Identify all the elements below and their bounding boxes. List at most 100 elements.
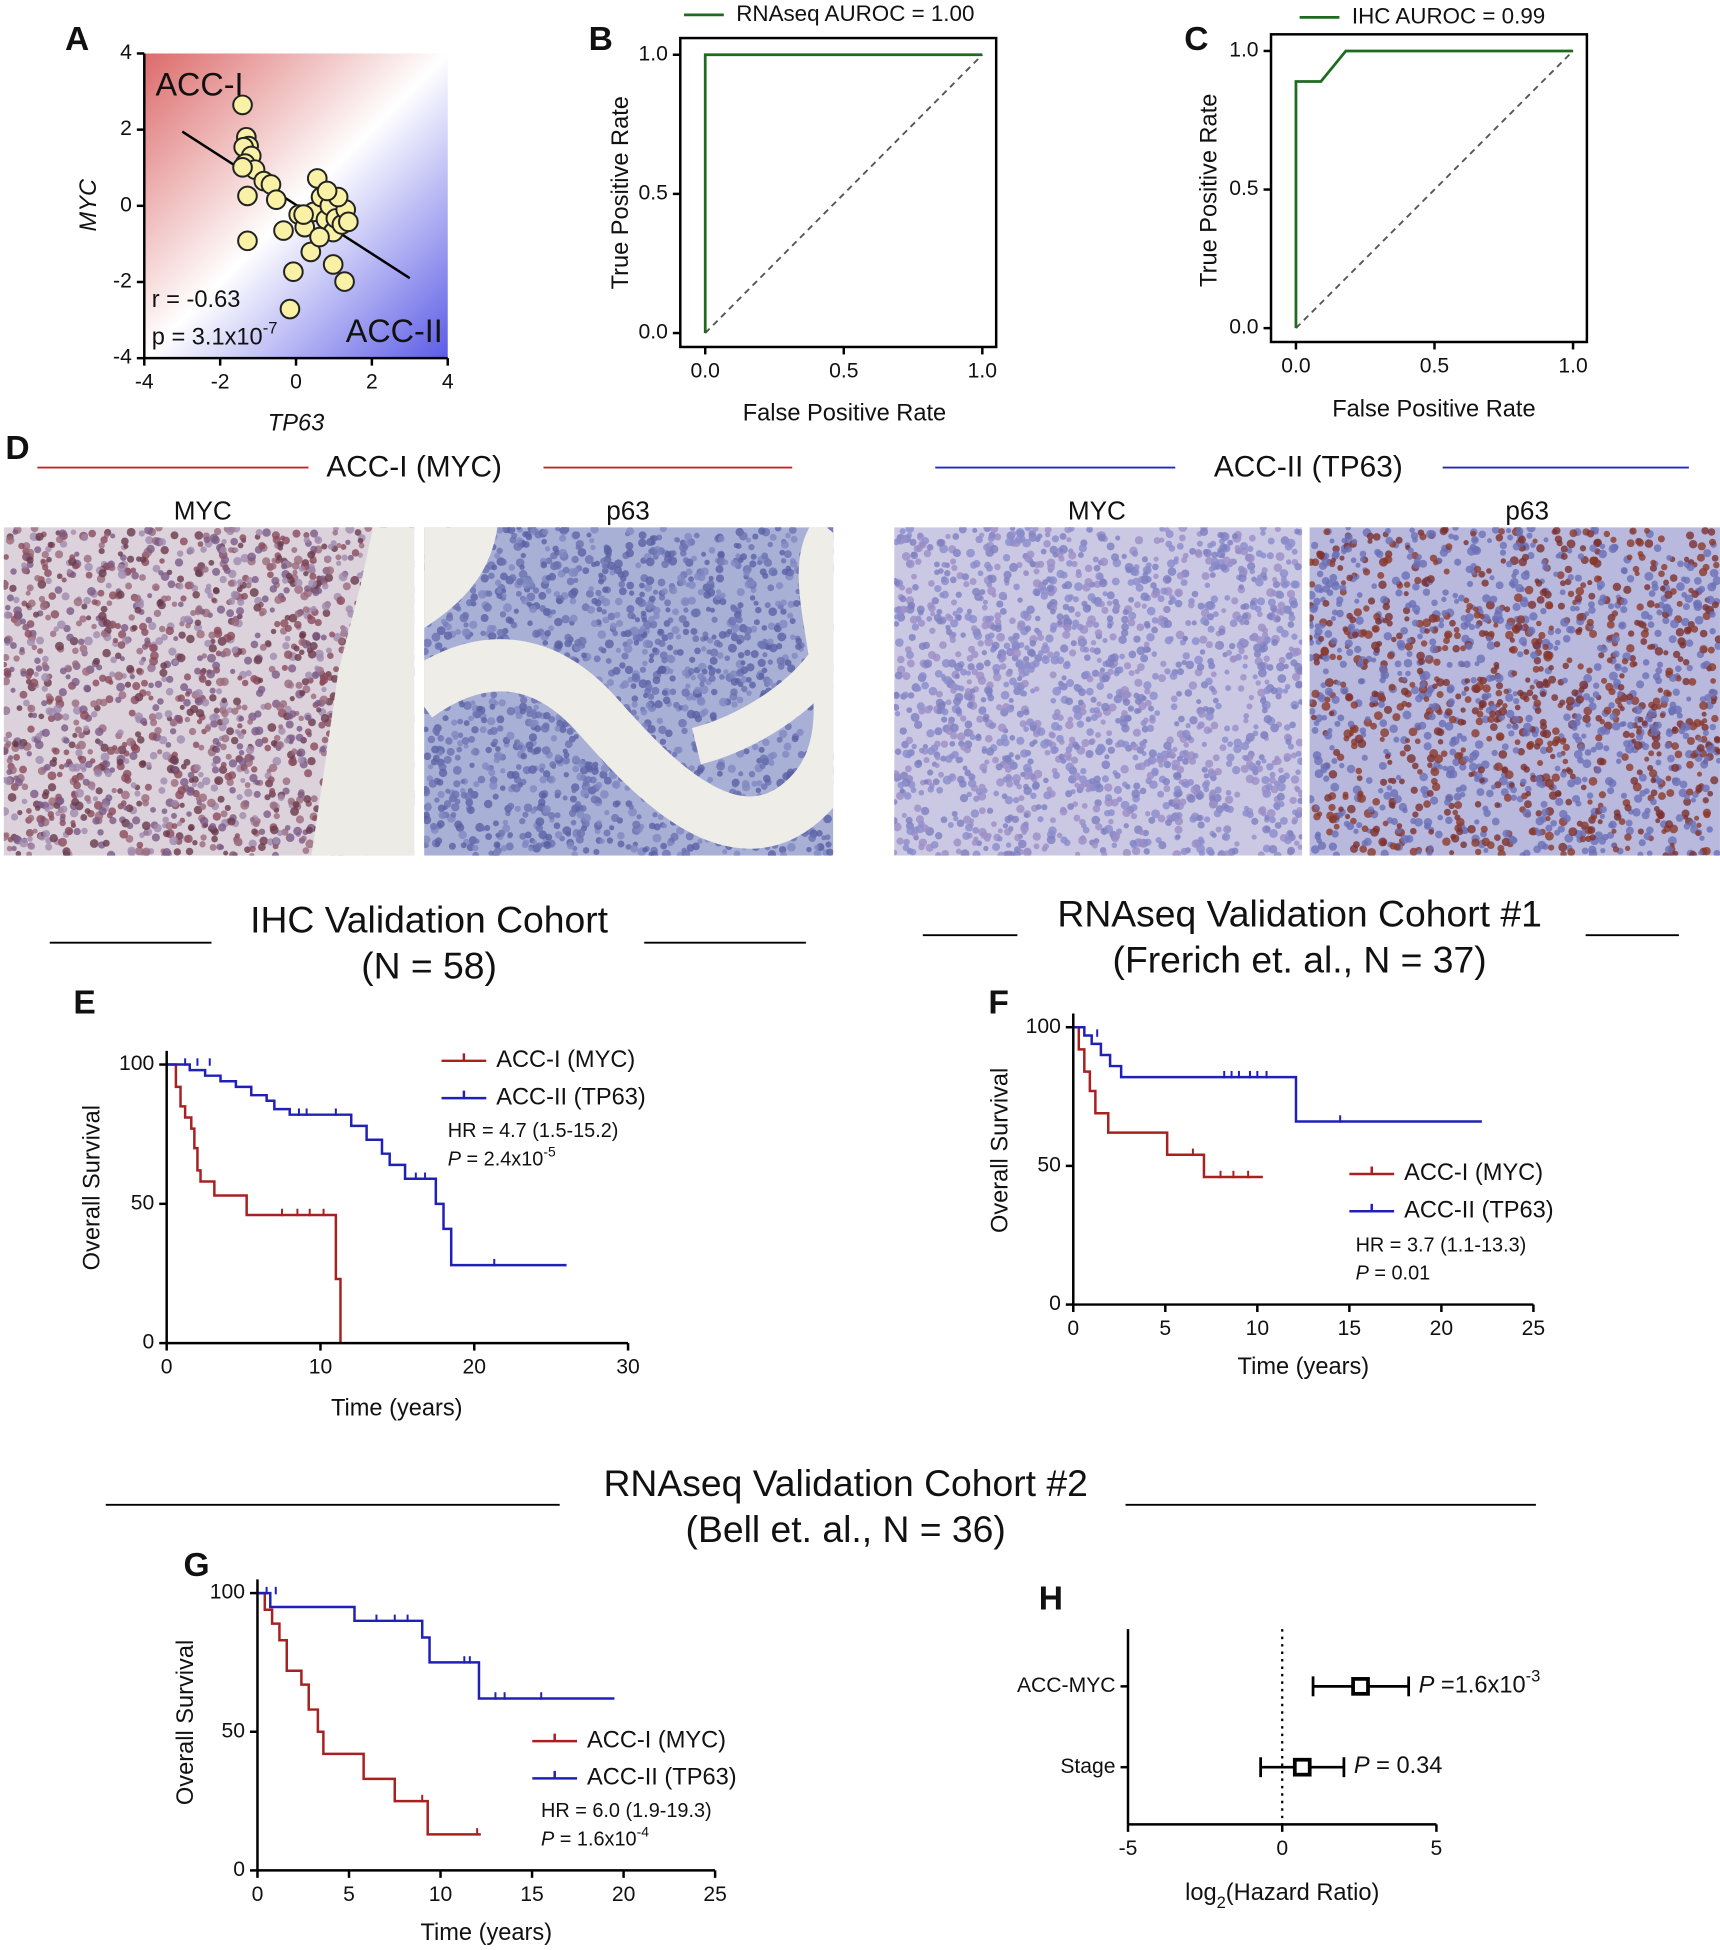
cell-nucleus	[166, 742, 172, 748]
cell-nucleus	[1093, 557, 1099, 563]
cell-nucleus	[1198, 603, 1205, 610]
cell-nucleus	[1011, 531, 1016, 536]
cell-nucleus	[547, 776, 555, 784]
cell-nucleus	[45, 578, 51, 584]
cell-nucleus	[286, 833, 295, 842]
legend-label: IHC AUROC = 0.99	[1352, 3, 1545, 28]
cell-nucleus	[770, 534, 777, 541]
cell-nucleus	[1176, 812, 1183, 819]
cell-nucleus	[1186, 723, 1191, 728]
cell-nucleus	[1140, 654, 1148, 662]
cell-nucleus	[299, 566, 305, 572]
cell-nucleus	[950, 558, 956, 564]
cell-nucleus	[573, 567, 580, 574]
cell-nucleus	[213, 587, 220, 594]
cell-nucleus	[181, 764, 187, 770]
cell-nucleus	[530, 785, 537, 792]
cell-nucleus	[115, 653, 122, 660]
cell-nucleus	[960, 632, 966, 638]
cell-nucleus	[242, 705, 248, 711]
cell-nucleus	[36, 637, 44, 645]
cell-nucleus	[239, 750, 244, 755]
cell-nucleus	[154, 610, 161, 617]
cell-nucleus	[723, 559, 728, 564]
cell-nucleus	[507, 707, 515, 715]
cell-nucleus	[1196, 699, 1201, 704]
cell-nucleus	[137, 736, 145, 744]
cell-nucleus	[470, 700, 475, 705]
cell-nucleus	[148, 682, 154, 688]
cell-nucleus	[1158, 815, 1166, 823]
cell-nucleus	[12, 740, 19, 747]
cell-nucleus	[806, 847, 811, 852]
cell-nucleus	[761, 783, 767, 789]
cell-nucleus	[992, 664, 1001, 673]
cell-nucleus	[454, 821, 462, 829]
cell-nucleus	[604, 810, 609, 815]
cell-nucleus	[236, 794, 242, 800]
cell-nucleus	[685, 684, 690, 689]
cell-nucleus	[991, 821, 997, 827]
cell-nucleus	[1274, 804, 1280, 810]
cell-nucleus	[1222, 833, 1230, 841]
cell-nucleus	[314, 666, 319, 671]
cell-nucleus	[60, 667, 67, 674]
cell-nucleus	[270, 801, 278, 809]
cell-nucleus	[620, 683, 626, 689]
cell-nucleus	[602, 586, 608, 592]
cell-nucleus	[7, 594, 14, 601]
cell-nucleus	[198, 772, 204, 778]
cell-nucleus	[716, 574, 724, 582]
cell-nucleus	[756, 788, 761, 793]
cell-nucleus	[220, 576, 227, 583]
cell-nucleus	[1088, 593, 1096, 601]
cell-nucleus	[84, 795, 91, 802]
cell-nucleus	[262, 557, 270, 565]
cell-nucleus	[959, 525, 967, 533]
cell-nucleus	[655, 700, 663, 708]
cell-nucleus	[671, 626, 679, 634]
cell-nucleus	[522, 581, 530, 589]
cell-nucleus	[171, 800, 178, 807]
cell-nucleus	[702, 631, 708, 637]
cell-nucleus	[195, 697, 203, 705]
stat-label: P = 2.4x10-5	[448, 1143, 556, 1171]
cell-nucleus	[492, 739, 498, 745]
cell-nucleus	[668, 668, 673, 673]
cell-nucleus	[1225, 826, 1230, 831]
cell-nucleus	[276, 741, 283, 748]
cell-nucleus	[564, 772, 569, 777]
cell-nucleus	[994, 564, 1001, 571]
cell-nucleus	[665, 551, 671, 557]
cell-nucleus	[1043, 843, 1049, 849]
cell-nucleus	[118, 551, 123, 556]
cell-nucleus	[606, 658, 612, 664]
cell-nucleus	[364, 524, 372, 532]
cell-nucleus	[19, 839, 28, 848]
cell-nucleus	[41, 673, 50, 682]
cell-nucleus	[668, 617, 674, 623]
cell-nucleus	[327, 652, 334, 659]
cell-nucleus	[776, 582, 783, 589]
panel-letter: H	[1039, 1580, 1063, 1617]
cell-nucleus	[1136, 646, 1145, 655]
cell-nucleus	[1047, 786, 1052, 791]
cell-nucleus	[789, 526, 797, 534]
cell-nucleus	[681, 688, 689, 696]
cell-nucleus	[142, 821, 151, 830]
cell-nucleus	[199, 669, 205, 675]
cell-nucleus	[577, 811, 585, 819]
cell-nucleus	[653, 590, 658, 595]
cell-nucleus	[1075, 852, 1080, 857]
cell-nucleus	[1132, 551, 1138, 557]
cell-nucleus	[1214, 810, 1222, 818]
cell-nucleus	[1033, 832, 1041, 840]
cell-nucleus	[112, 788, 117, 793]
cell-nucleus	[146, 762, 152, 768]
cell-nucleus	[26, 808, 32, 814]
cell-nucleus	[972, 669, 979, 676]
cell-nucleus	[556, 642, 563, 649]
cell-nucleus	[221, 810, 228, 817]
cell-nucleus	[98, 590, 105, 597]
cell-nucleus	[209, 694, 216, 701]
